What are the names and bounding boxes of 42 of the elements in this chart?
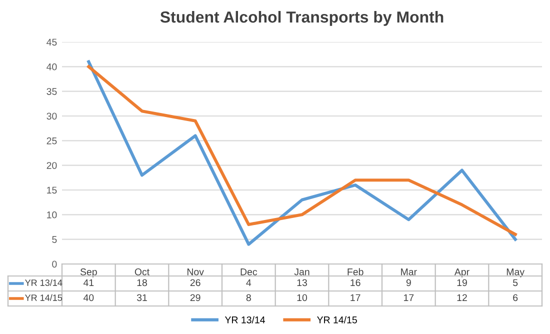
y-tick-label: 25 xyxy=(46,137,57,144)
chart-title: Student Alcohol Transports by Month xyxy=(160,10,444,26)
data-label: 9 xyxy=(406,279,411,286)
x-tick-label: May xyxy=(506,268,524,278)
x-tick-label: Sep xyxy=(80,268,97,278)
data-label: 41 xyxy=(83,279,94,286)
legend-label: YR 14/15 xyxy=(25,294,62,301)
y-tick-label: 20 xyxy=(46,162,57,169)
legend-label: YR 13/14 xyxy=(25,279,62,286)
data-label: 17 xyxy=(350,294,360,302)
data-label: 26 xyxy=(190,279,200,286)
y-tick-label: 45 xyxy=(46,38,57,46)
data-label: 4 xyxy=(246,279,252,286)
y-tick-label: 0 xyxy=(52,260,57,268)
data-label: 13 xyxy=(297,279,307,286)
text: YR 13/14 xyxy=(224,316,265,324)
data-label: 17 xyxy=(404,294,414,302)
data-label: 16 xyxy=(350,279,360,286)
data-label: 40 xyxy=(83,294,94,302)
data-label: 10 xyxy=(297,294,308,302)
data-label: 12 xyxy=(457,294,467,302)
x-tick-label: Jan xyxy=(294,268,310,276)
x-tick-label: Nov xyxy=(187,268,204,276)
x-tick-label: Oct xyxy=(134,268,150,276)
data-label: 18 xyxy=(137,279,147,286)
x-tick-label: Mar xyxy=(401,268,417,276)
text: YR 14/15 xyxy=(317,316,357,324)
y-tick-label: 35 xyxy=(46,88,57,95)
data-label: 5 xyxy=(513,279,518,286)
data-label: 29 xyxy=(190,294,200,302)
x-tick-label: Feb xyxy=(348,268,364,276)
data-label: 6 xyxy=(513,294,518,302)
y-tick-label: 30 xyxy=(46,112,57,120)
y-tick-label: 10 xyxy=(47,211,57,218)
data-label: 31 xyxy=(136,294,147,302)
y-tick-label: 40 xyxy=(46,63,57,70)
data-label: 19 xyxy=(457,279,467,286)
x-tick-label: Dec xyxy=(240,268,258,276)
y-tick-label: 15 xyxy=(47,186,57,194)
y-tick-label: 5 xyxy=(52,236,57,243)
x-tick-label: Apr xyxy=(454,268,470,278)
data-label: 8 xyxy=(246,294,251,302)
